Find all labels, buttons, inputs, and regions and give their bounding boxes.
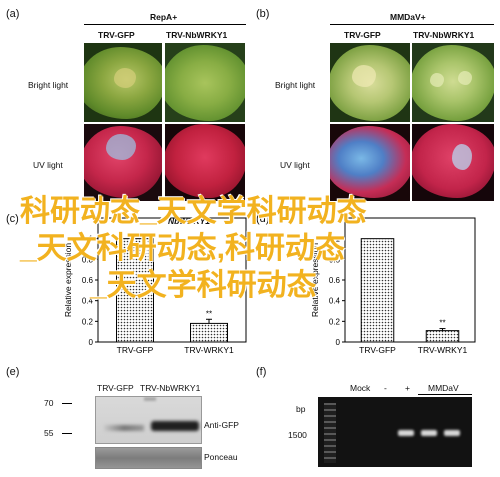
- leaf-photo-b-gfp-bright: [330, 43, 410, 122]
- panel-a-col2: TRV-NbWRKY1: [166, 30, 228, 40]
- panel-e-col1: TRV-GFP: [97, 383, 134, 393]
- chart-d-ytick-label: 0.2: [329, 317, 341, 326]
- panel-e-letter: (e): [6, 366, 20, 378]
- panel-a-row1: Bright light: [28, 80, 69, 90]
- marker-55: 55: [44, 428, 54, 438]
- chart-c-ytick-label: 0.4: [82, 297, 94, 306]
- panel-d-letter: (d): [256, 213, 270, 225]
- chart-c-plot: 0 0.2 0.4 0.6 0.8 1 Relative expression TRV-GFP…: [63, 217, 247, 355]
- band-anti-gfp-label: Anti-GFP: [204, 420, 239, 430]
- chart-d-ytick-label: 0: [336, 338, 341, 347]
- chart-d-ylabel: Relative expression: [310, 243, 320, 317]
- chart-d-ytick-label: 0.4: [329, 297, 341, 306]
- gel-mock-label: Mock: [350, 383, 371, 393]
- overlay-line-1: 科研动态_天文学科研动态: [20, 195, 367, 228]
- panel-b-header: MMDaV+: [390, 12, 426, 22]
- overlay-line-2: _天文科研动态,科研动态: [20, 232, 346, 265]
- chart-d-plot: 0 0.2 0.4 0.6 0.8 1 Relative expression TRV-GFP…: [310, 217, 476, 355]
- band-ponceau-label: Ponceau: [204, 452, 238, 462]
- agarose-gel: [318, 397, 472, 467]
- gel-mmdav-label: MMDaV: [428, 383, 459, 393]
- overlay-line-3: _天文学科研动态: [90, 269, 317, 302]
- leaf-photo-b-wrky1-uv: [412, 124, 494, 201]
- chart-d-ytick-label: 0.6: [329, 276, 341, 285]
- chart-c-ytick-label: 0.8: [82, 255, 94, 264]
- gel-mmdav-line: [418, 394, 472, 395]
- panel-b-col1: TRV-GFP: [344, 30, 381, 40]
- leaf-photo-a-gfp-bright: [84, 43, 162, 122]
- panel-a-row2: UV light: [33, 160, 63, 170]
- western-blot-anti-gfp: [95, 396, 202, 444]
- chart-d-bar: [360, 238, 395, 343]
- gel-plus-label: +: [405, 383, 410, 393]
- chart-c-ylabel: Relative expression: [63, 243, 73, 317]
- panel-c-letter: (c): [6, 213, 19, 225]
- panel-f-letter: (f): [256, 366, 267, 378]
- panel-b-row1: Bright light: [275, 80, 316, 90]
- chart-d-ytick-label: 1: [336, 235, 341, 244]
- chart-d-annotation: **: [439, 319, 445, 328]
- marker-70-tick: [62, 403, 72, 404]
- panel-a-header-line: [84, 24, 246, 25]
- leaf-photo-a-wrky1-uv: [165, 124, 245, 201]
- gel-bp-label: bp: [296, 404, 306, 414]
- chart-c-ytick-label: 0.2: [82, 317, 94, 326]
- panel-a-letter: (a): [6, 8, 20, 20]
- panel-a-header: RepA+: [150, 12, 178, 22]
- panel-b-header-line: [330, 24, 494, 25]
- chart-c-ytick-label: 0: [89, 338, 94, 347]
- chart-c-bar: [116, 238, 154, 343]
- panel-c-header-partial: NbWRKY1: [168, 216, 211, 226]
- leaf-photo-b-gfp-uv: [330, 124, 410, 201]
- chart-c-category-label: TRV-GFP: [117, 345, 154, 355]
- chart-d-bar: [425, 330, 460, 343]
- chart-d-ytick-label: 0.8: [329, 255, 341, 264]
- leaf-photo-b-wrky1-bright: [412, 43, 494, 122]
- panel-b-row2: UV light: [280, 160, 310, 170]
- leaf-photo-a-gfp-uv: [84, 124, 162, 201]
- chart-c-category-label: TRV-WRKY1: [184, 345, 234, 355]
- panel-b-col2: TRV-NbWRKY1: [413, 30, 475, 40]
- marker-55-tick: [62, 433, 72, 434]
- chart-c-ytick-label: 1: [89, 235, 94, 244]
- chart-c-annotation: **: [206, 309, 212, 318]
- gel-1500-label: 1500: [288, 430, 307, 440]
- chart-d-category-label: TRV-GFP: [359, 345, 396, 355]
- panel-e-col2: TRV-NbWRKY1: [140, 383, 201, 393]
- gel-minus-label: -: [384, 383, 387, 393]
- leaf-photo-a-wrky1-bright: [165, 43, 245, 122]
- marker-70: 70: [44, 398, 54, 408]
- panel-a-col1: TRV-GFP: [98, 30, 135, 40]
- chart-c-ytick-label: 0.6: [82, 276, 94, 285]
- western-blot-ponceau: [95, 447, 202, 469]
- panel-b-letter: (b): [256, 8, 270, 20]
- chart-d-category-label: TRV-WRKY1: [418, 345, 468, 355]
- chart-c-bar: [190, 322, 228, 343]
